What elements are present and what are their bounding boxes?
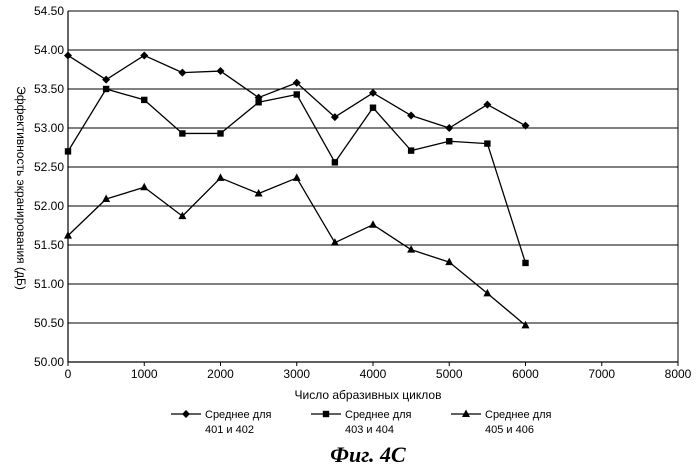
data-point-triangle <box>369 220 377 228</box>
y-tick-label: 52.50 <box>34 160 64 174</box>
y-tick-label: 54.00 <box>34 43 64 57</box>
y-tick-label: 54.50 <box>34 4 64 18</box>
data-point-square <box>522 260 528 266</box>
legend-label: Среднее для <box>345 409 412 421</box>
legend-label: Среднее для <box>205 409 272 421</box>
y-tick-label: 50.00 <box>34 355 64 369</box>
legend-marker-diamond <box>182 410 190 418</box>
data-point-triangle <box>483 289 491 297</box>
data-point-square <box>141 97 147 103</box>
legend-marker-square <box>323 411 329 417</box>
x-tick-label: 3000 <box>283 367 310 381</box>
y-tick-label: 52.00 <box>34 199 64 213</box>
x-tick-label: 8000 <box>665 367 692 381</box>
data-point-square <box>217 130 223 136</box>
data-point-square <box>179 130 185 136</box>
x-axis-label: Число абразивных циклов <box>295 388 442 402</box>
legend: Среднее для 401 и 402 Среднее для 403 и 404… <box>171 409 552 436</box>
data-point-diamond <box>369 89 377 97</box>
data-point-triangle <box>407 245 415 253</box>
y-axis-label: Эффективность экранирования (дБ) <box>14 86 28 290</box>
axes <box>68 11 678 366</box>
data-point-triangle <box>522 321 530 329</box>
y-tick-label: 51.50 <box>34 238 64 252</box>
y-tick-label: 50.50 <box>34 316 64 330</box>
data-point-square <box>255 99 261 105</box>
series-line-3 <box>68 178 526 325</box>
x-tick-label: 2000 <box>207 367 234 381</box>
data-point-diamond <box>140 51 148 59</box>
data-point-square <box>370 105 376 111</box>
y-tick-label: 53.00 <box>34 121 64 135</box>
data-point-diamond <box>217 67 225 75</box>
data-point-square <box>484 140 490 146</box>
y-tick-label: 53.50 <box>34 82 64 96</box>
data-point-diamond <box>445 124 453 132</box>
legend-label: 401 и 402 <box>205 424 254 436</box>
x-tick-label: 4000 <box>360 367 387 381</box>
y-tick-labels: 50.00 50.50 51.00 51.50 52.00 52.50 53.00 53.50… <box>34 4 64 369</box>
legend-label: 403 и 404 <box>345 424 394 436</box>
data-point-triangle <box>140 183 148 191</box>
data-point-square <box>103 86 109 92</box>
x-tick-label: 1000 <box>131 367 158 381</box>
data-point-square <box>446 138 452 144</box>
x-tick-label: 0 <box>65 367 72 381</box>
data-point-square <box>294 91 300 97</box>
x-tick-label: 6000 <box>512 367 539 381</box>
legend-label: Среднее для <box>485 409 552 421</box>
legend-marker-triangle <box>462 410 470 418</box>
x-tick-label: 7000 <box>588 367 615 381</box>
data-point-triangle <box>293 173 301 181</box>
data-point-square <box>65 148 71 154</box>
data-point-triangle <box>217 173 225 181</box>
data-point-diamond <box>407 112 415 120</box>
data-point-square <box>332 159 338 165</box>
data-point-diamond <box>483 101 491 109</box>
x-tick-label: 5000 <box>436 367 463 381</box>
data-point-diamond <box>178 69 186 77</box>
data-point-diamond <box>102 76 110 84</box>
grid-lines <box>68 11 678 362</box>
data-point-square <box>408 147 414 153</box>
data-point-diamond <box>64 51 72 59</box>
x-tick-labels: 0 1000 2000 3000 4000 5000 6000 7000 8000 <box>65 367 692 381</box>
legend-label: 405 и 406 <box>485 424 534 436</box>
y-tick-label: 51.00 <box>34 277 64 291</box>
figure-caption: Фиг. 4С <box>330 442 406 467</box>
